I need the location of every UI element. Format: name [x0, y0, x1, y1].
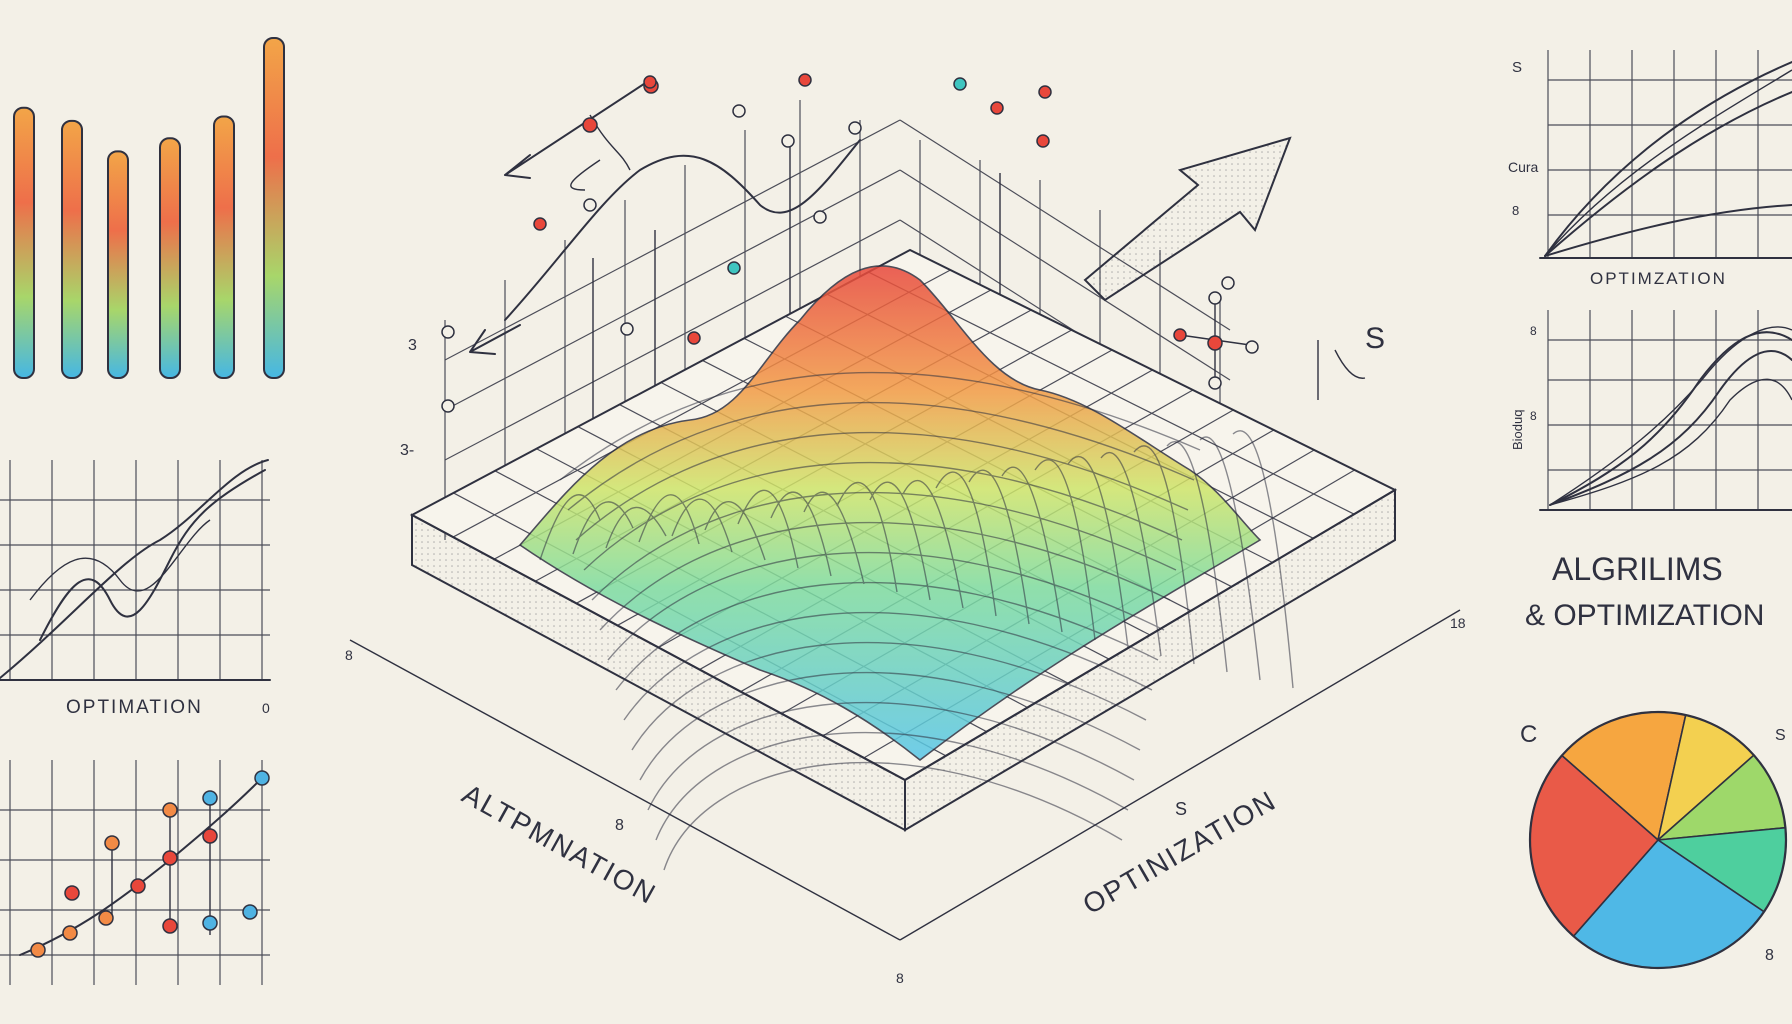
scatter-dot [643, 75, 657, 89]
scatter-dot [813, 210, 827, 224]
diagram-corner-left-mark: 8 [345, 647, 353, 663]
line-series-2 [39, 469, 266, 641]
trajectory-curve [504, 139, 861, 321]
pie-mark-right: S [1775, 727, 1786, 744]
scatter-dot [1036, 134, 1050, 148]
bar-5 [213, 115, 235, 379]
left-arrow-lower [469, 324, 521, 355]
molecule-icon [1173, 291, 1259, 390]
right-top-chart-title: OPTIMZATION [1590, 269, 1727, 288]
dot-point [130, 878, 146, 894]
optimization-landscape-diagram: ALTPMNATION OPTINIZATION 8 S 8 8 18 3 3-… [345, 73, 1466, 986]
dot-point [62, 925, 78, 941]
dot-point [242, 904, 258, 920]
right-top-chart-y-low: 8 [1512, 203, 1519, 218]
dot-point [162, 850, 178, 866]
line-series-3 [29, 519, 211, 601]
left-arrow-upper [504, 79, 651, 179]
dot-point [162, 918, 178, 934]
scatter-dot [620, 322, 634, 336]
dot-point [30, 942, 46, 958]
bar-4 [159, 137, 181, 379]
scatter-dot [1038, 85, 1052, 99]
diagram-top-right-mark: S [1365, 322, 1385, 355]
scatter-dot [781, 134, 795, 148]
dot-point [64, 885, 80, 901]
bar-2 [61, 119, 83, 379]
right-top-chart-y-top: S [1512, 59, 1522, 76]
scatter-dot [441, 325, 455, 339]
dot-point [98, 910, 114, 926]
dot-point [162, 802, 178, 818]
axis-mark-mid: 3- [400, 442, 414, 459]
right-mid-chart-y-low: 8 [1530, 409, 1537, 423]
dot-point [202, 828, 218, 844]
diagram-corner-right-mark: 18 [1450, 615, 1466, 631]
scatter-dot [583, 198, 597, 212]
optimization-surface [518, 265, 1262, 762]
bar-3 [107, 150, 129, 379]
right-top-chart-y-mid: Cura [1508, 159, 1539, 175]
bar-1 [13, 106, 35, 379]
right-mid-chart-y-label: Bioduq [1510, 410, 1525, 450]
scatter-dot [990, 101, 1004, 115]
diagram-left-axis-label: ALTPMNATION [457, 778, 662, 910]
pie-chart [1528, 710, 1788, 970]
scatter-dot [441, 399, 455, 413]
axis-mark-top: 3 [408, 337, 417, 354]
scatter-dot [533, 217, 547, 231]
line-series-1 [0, 459, 269, 679]
right-heading-line2: & OPTIMIZATION [1525, 599, 1764, 632]
dot-point [254, 770, 270, 786]
left-bar-chart [13, 37, 285, 379]
diagram-left-mark: 8 [615, 817, 624, 834]
right-top-chart: OPTIMZATION S Cura 8 [1508, 50, 1792, 288]
pie-mark-bottom: 8 [1765, 947, 1774, 964]
dot-point [202, 790, 218, 806]
scatter-dot [732, 104, 746, 118]
right-mid-chart-y-top: 8 [1530, 324, 1537, 338]
scatter-dot [953, 77, 967, 91]
scatter-dot [1221, 276, 1235, 290]
right-middle-chart: Bioduq 8 8 [1510, 310, 1792, 511]
scatter-dot [798, 73, 812, 87]
dot-point [202, 915, 218, 931]
trend-arrow-icon [1083, 136, 1292, 302]
left-line-chart-label: OPTIMATION [66, 697, 203, 718]
scatter-dot [727, 261, 741, 275]
diagram-bottom-mark: 8 [896, 970, 904, 986]
right-heading-line1: ALGRILIMS [1552, 551, 1723, 587]
left-dot-chart [0, 760, 270, 985]
diagram-right-mark: S [1175, 799, 1187, 819]
scatter-dot [848, 121, 862, 135]
scatter-dot [687, 331, 701, 345]
left-line-chart: OPTIMATION 0 [0, 459, 271, 718]
left-line-chart-end-mark: 0 [262, 700, 270, 716]
dot-point [104, 835, 120, 851]
pie-mark-left: C [1520, 721, 1537, 748]
bar-6 [263, 37, 285, 379]
